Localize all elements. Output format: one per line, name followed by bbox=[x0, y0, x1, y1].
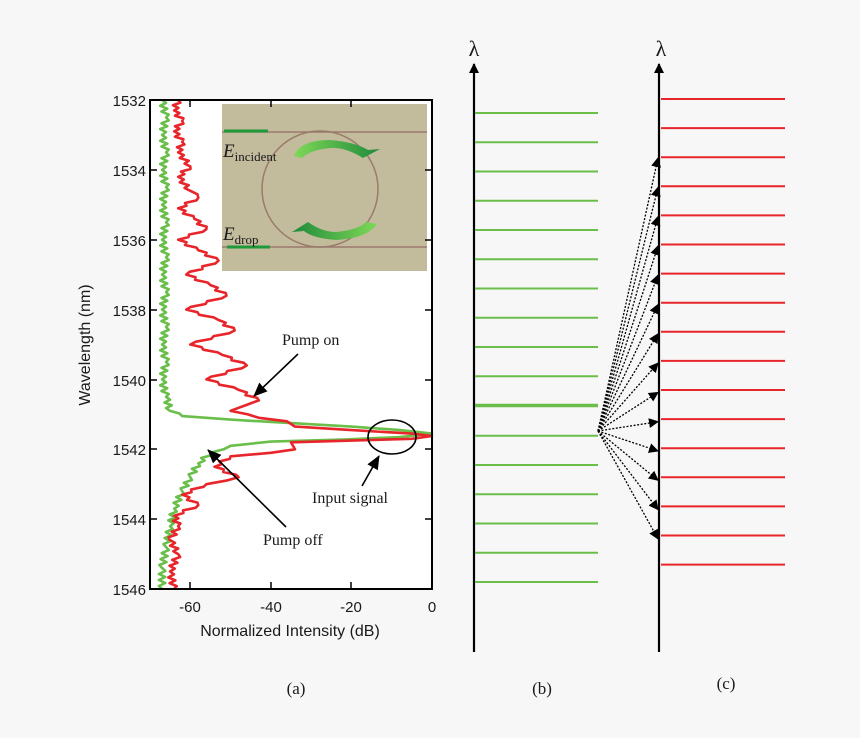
x-tick-minus60: -60 bbox=[179, 599, 201, 616]
conversion-arrow bbox=[597, 157, 661, 432]
clockwise-arrow-bottom bbox=[292, 222, 377, 240]
y-tick-1534: 1534 bbox=[113, 163, 146, 180]
panel-a: Eincident Edrop 1532 1534 1536 1538 1540… bbox=[77, 93, 436, 698]
conversion-arrow bbox=[597, 362, 659, 432]
conversion-arrow bbox=[597, 332, 659, 432]
y-tick-1546: 1546 bbox=[113, 582, 146, 599]
lambda-symbol-c: λ bbox=[656, 36, 667, 61]
input-signal-ellipse bbox=[367, 419, 417, 455]
pump-off-label: Pump off bbox=[263, 532, 323, 549]
pump-off-lines bbox=[475, 112, 598, 583]
pump-on-label: Pump on bbox=[282, 332, 339, 349]
conversion-arrow bbox=[597, 430, 659, 481]
y-axis: 1532 1534 1536 1538 1540 1542 1544 1546 … bbox=[77, 93, 432, 599]
input-signal-arrow bbox=[361, 455, 380, 487]
x-tick-0: 0 bbox=[428, 599, 436, 616]
x-tick-minus40: -40 bbox=[260, 599, 282, 616]
conversion-arrow bbox=[597, 244, 660, 432]
conversion-arrow bbox=[597, 430, 659, 540]
drop-label-sub: drop bbox=[235, 232, 259, 247]
x-axis: -60 -40 -20 0 Normalized Intensity (dB) bbox=[179, 100, 436, 640]
lambda-symbol-b: λ bbox=[469, 36, 480, 61]
annotations: Pump on Pump off Input signal bbox=[207, 332, 417, 549]
pump-off-curve bbox=[157, 100, 434, 589]
microring-inset: Eincident Edrop bbox=[222, 104, 427, 271]
y-tick-1540: 1540 bbox=[113, 373, 146, 390]
panel-c: λ (c) bbox=[597, 36, 785, 693]
x-axis-label: Normalized Intensity (dB) bbox=[200, 623, 380, 640]
pump-on-arrow bbox=[253, 353, 299, 397]
y-tick-1542: 1542 bbox=[113, 442, 146, 459]
conversion-arrow bbox=[597, 215, 661, 432]
y-axis-label: Wavelength (nm) bbox=[77, 284, 94, 405]
y-tick-1544: 1544 bbox=[113, 512, 146, 529]
conversion-arrow bbox=[597, 418, 659, 432]
conversion-arrow bbox=[597, 391, 659, 432]
x-tick-minus20: -20 bbox=[340, 599, 362, 616]
conversion-arrow bbox=[597, 274, 660, 432]
conversion-arrow bbox=[597, 430, 659, 511]
conversion-arrow bbox=[597, 303, 659, 432]
y-tick-1538: 1538 bbox=[113, 303, 146, 320]
input-signal-label: Input signal bbox=[312, 490, 389, 507]
y-tick-1536: 1536 bbox=[113, 233, 146, 250]
panel-b: λ (b) bbox=[469, 36, 598, 698]
ring-resonator bbox=[261, 130, 379, 248]
panel-c-label: (c) bbox=[717, 674, 736, 693]
pump-off-arrow bbox=[207, 449, 287, 528]
svg-text:Edrop: Edrop bbox=[222, 224, 258, 247]
conversion-arrow bbox=[597, 186, 661, 432]
conversion-arrows bbox=[597, 157, 661, 540]
panel-b-label: (b) bbox=[532, 679, 552, 698]
pump-on-curve bbox=[167, 100, 434, 589]
drop-label-main: E bbox=[222, 224, 235, 245]
svg-text:Eincident: Eincident bbox=[222, 141, 277, 164]
pump-on-lines bbox=[661, 98, 785, 566]
incident-label-main: E bbox=[222, 141, 235, 162]
plot-frame bbox=[149, 99, 433, 590]
incident-label-sub: incident bbox=[235, 149, 277, 164]
y-tick-1532: 1532 bbox=[113, 93, 146, 110]
clockwise-arrow-top bbox=[294, 140, 380, 158]
panel-a-label: (a) bbox=[287, 679, 306, 698]
